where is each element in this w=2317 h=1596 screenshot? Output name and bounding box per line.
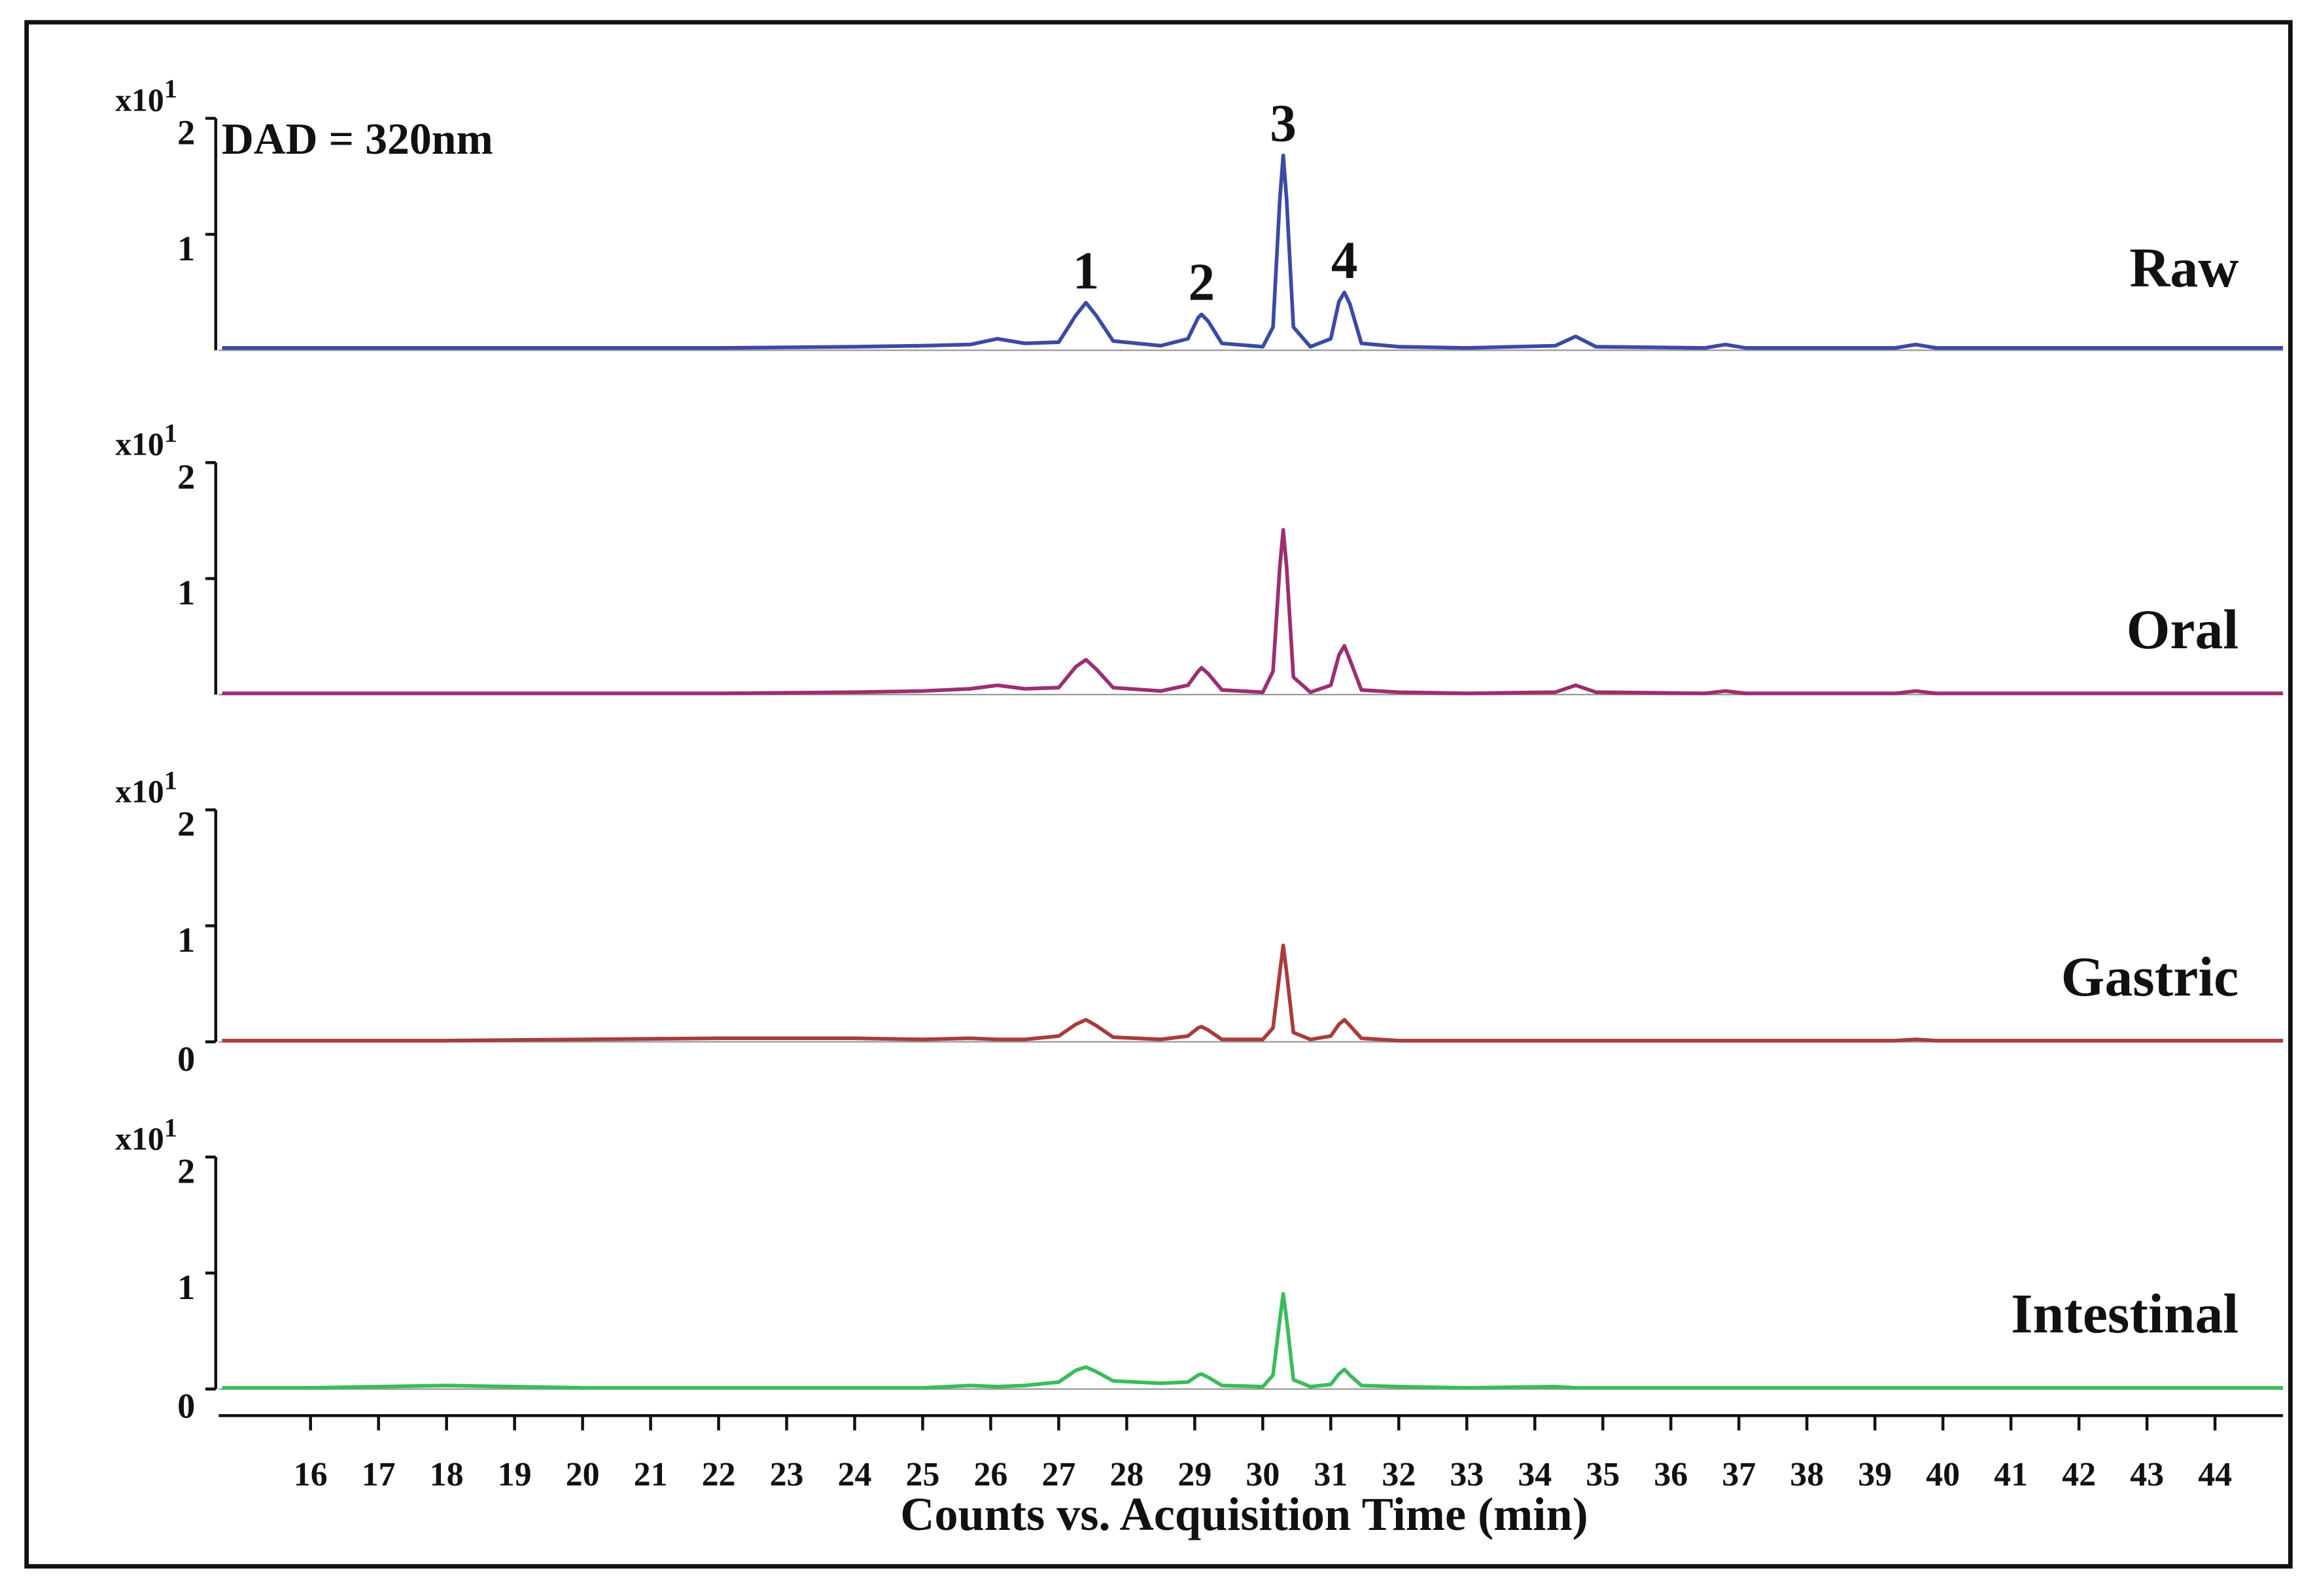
x-tick-label: 40: [1926, 1456, 1960, 1493]
x-tick-label: 44: [2198, 1456, 2232, 1493]
y-scale-label: x101: [115, 75, 177, 118]
x-tick-label: 17: [362, 1456, 396, 1493]
y-scale-exponent: 1: [164, 766, 177, 795]
y-tick-label: 2: [177, 1151, 195, 1190]
x-tick-label: 20: [566, 1456, 600, 1493]
x-tick-label: 25: [906, 1456, 940, 1493]
x-tick-label: 16: [294, 1456, 328, 1493]
y-tick-label: 0: [177, 1039, 195, 1079]
x-tick-label: 28: [1109, 1456, 1143, 1493]
x-tick-label: 36: [1654, 1456, 1688, 1493]
y-scale-label: x101: [115, 419, 177, 462]
x-tick-label: 21: [634, 1456, 668, 1493]
y-scale-exponent: 1: [164, 419, 177, 448]
y-scale-label: x101: [115, 1113, 177, 1157]
y-tick-label: 2: [177, 457, 195, 496]
x-axis-title: Counts vs. Acquisition Time (min): [900, 1488, 1588, 1540]
trace: [222, 153, 2284, 350]
x-tick-label: 22: [702, 1456, 736, 1493]
y-tick-label: 1: [177, 1268, 195, 1307]
x-tick-label: 33: [1450, 1456, 1484, 1493]
y-scale-exponent: 1: [164, 1113, 177, 1143]
peak-label: 2: [1188, 253, 1215, 312]
series-label: Raw: [2129, 237, 2239, 299]
x-tick-label: 30: [1246, 1456, 1280, 1493]
x-tick-label: 19: [498, 1456, 532, 1493]
x-tick-label: 29: [1177, 1456, 1211, 1493]
y-tick-label: 2: [177, 805, 195, 844]
annotation: DAD = 320nm: [222, 114, 493, 164]
x-tick-label: 37: [1722, 1456, 1756, 1493]
trace: [222, 943, 2284, 1043]
y-scale-base: x10: [115, 426, 164, 462]
y-scale-base: x10: [115, 1121, 164, 1157]
x-tick-label: 41: [1994, 1456, 2028, 1493]
trace: [222, 528, 2284, 695]
y-tick-label: 0: [177, 1387, 195, 1426]
y-scale-label: x101: [115, 766, 177, 810]
y-scale-exponent: 1: [164, 75, 177, 104]
x-tick-label: 42: [2062, 1456, 2096, 1493]
series-label: Intestinal: [2011, 1283, 2239, 1345]
x-tick-label: 27: [1041, 1456, 1075, 1493]
x-tick-label: 39: [1858, 1456, 1892, 1493]
y-scale-base: x10: [115, 774, 164, 810]
x-tick-label: 24: [838, 1456, 872, 1493]
series-label: Gastric: [2061, 946, 2239, 1008]
x-tick-label: 43: [2130, 1456, 2164, 1493]
y-tick-label: 1: [177, 229, 195, 268]
x-tick-label: 23: [770, 1456, 804, 1493]
peak-label: 3: [1270, 94, 1297, 153]
x-tick-label: 26: [973, 1456, 1007, 1493]
y-tick-label: 1: [177, 573, 195, 612]
y-scale-base: x10: [115, 82, 164, 118]
frame: [24, 20, 2293, 1569]
x-tick-label: 31: [1314, 1456, 1348, 1493]
x-tick-label: 18: [430, 1456, 464, 1493]
x-tick-label: 38: [1790, 1456, 1824, 1493]
x-tick-label: 32: [1382, 1456, 1416, 1493]
x-tick-label: 34: [1518, 1456, 1552, 1493]
trace: [222, 1292, 2284, 1390]
x-tick-label: 35: [1586, 1456, 1620, 1493]
y-tick-label: 1: [177, 920, 195, 960]
peak-label: 4: [1331, 231, 1358, 290]
series-label: Oral: [2127, 598, 2239, 661]
y-tick-label: 2: [177, 113, 195, 152]
peak-label: 1: [1073, 241, 1100, 300]
